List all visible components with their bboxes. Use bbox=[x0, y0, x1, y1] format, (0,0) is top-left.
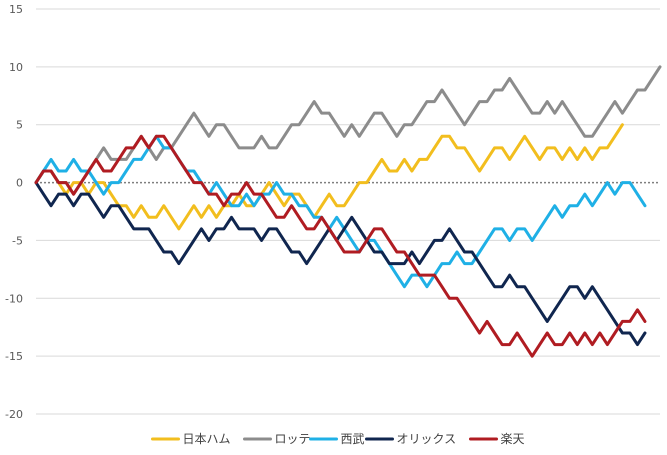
series-line-2 bbox=[34, 65, 662, 196]
y-tick-label: 15 bbox=[9, 3, 23, 16]
y-tick-label: 10 bbox=[9, 61, 23, 74]
legend-label: 西武 bbox=[341, 432, 365, 446]
legend-label: ロッテ bbox=[275, 432, 311, 446]
series-line-3 bbox=[34, 134, 647, 289]
y-tick-label: 0 bbox=[16, 177, 23, 190]
legend-label: 楽天 bbox=[501, 432, 525, 446]
legend-label: オリックス bbox=[397, 432, 457, 446]
y-tick-label: -10 bbox=[5, 292, 23, 305]
series-line-1 bbox=[34, 123, 624, 231]
y-tick-label: -5 bbox=[12, 234, 23, 247]
y-tick-label: 5 bbox=[16, 119, 23, 132]
series-lines bbox=[34, 65, 662, 358]
y-axis: 15 10 5 0 -5 -10 -15 -20 bbox=[5, 3, 23, 421]
gridlines bbox=[36, 8, 660, 415]
y-tick-label: -20 bbox=[5, 408, 23, 421]
y-tick-label: -15 bbox=[5, 350, 23, 363]
legend-label: 日本ハム bbox=[183, 432, 231, 446]
series-line-5 bbox=[34, 134, 647, 358]
legend: 日本ハム ロッテ 西武 オリックス 楽天 bbox=[151, 432, 525, 446]
series-line-4 bbox=[34, 181, 647, 347]
